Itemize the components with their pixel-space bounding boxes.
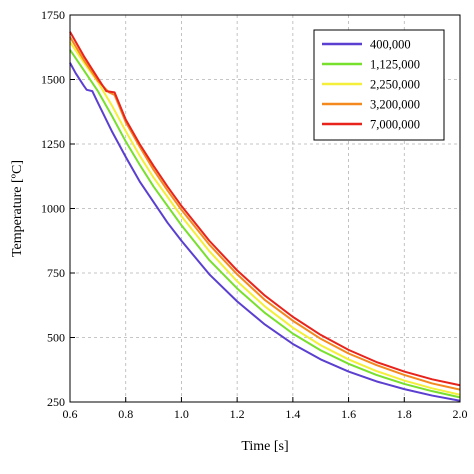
y-tick-label: 1500 bbox=[41, 73, 65, 87]
y-tick-label: 250 bbox=[47, 395, 65, 409]
x-axis-title: Time [s] bbox=[241, 439, 288, 454]
y-tick-label: 1250 bbox=[41, 137, 65, 151]
legend-label: 3,200,000 bbox=[370, 98, 420, 112]
series-line-1 bbox=[69, 62, 461, 402]
y-tick-label: 750 bbox=[47, 266, 65, 280]
x-tick-label: 1.0 bbox=[174, 407, 189, 421]
x-tick-label: 1.8 bbox=[397, 407, 412, 421]
series-line-3 bbox=[69, 41, 461, 396]
y-tick-label: 1750 bbox=[41, 8, 65, 22]
x-tick-label: 1.4 bbox=[285, 407, 300, 421]
series-lines bbox=[69, 31, 461, 402]
x-tick-label: 0.6 bbox=[63, 407, 78, 421]
y-axis-title: Temperature [ºC] bbox=[10, 160, 25, 257]
y-tick-label: 1000 bbox=[41, 202, 65, 216]
x-tick-label: 1.2 bbox=[230, 407, 245, 421]
legend-label: 400,000 bbox=[370, 38, 411, 52]
x-tick-label: 1.6 bbox=[341, 407, 356, 421]
y-tick-label: 500 bbox=[47, 331, 65, 345]
series-line-2 bbox=[69, 49, 461, 399]
legend-label: 2,250,000 bbox=[370, 78, 420, 92]
legend-label: 7,000,000 bbox=[370, 118, 420, 132]
axis-ticks: 0.6 0.8 1.0 1.2 1.4 1.6 1.8 2.0 250 500 750 1000 125… bbox=[41, 8, 468, 421]
series-line-4 bbox=[69, 36, 461, 391]
legend: 400,000 1,125,000 2,250,000 3,200,000 7,000,… bbox=[313, 29, 445, 141]
series-line-5 bbox=[69, 31, 461, 387]
x-tick-label: 2.0 bbox=[453, 407, 468, 421]
legend-label: 1,125,000 bbox=[370, 58, 420, 72]
x-tick-label: 0.8 bbox=[118, 407, 133, 421]
